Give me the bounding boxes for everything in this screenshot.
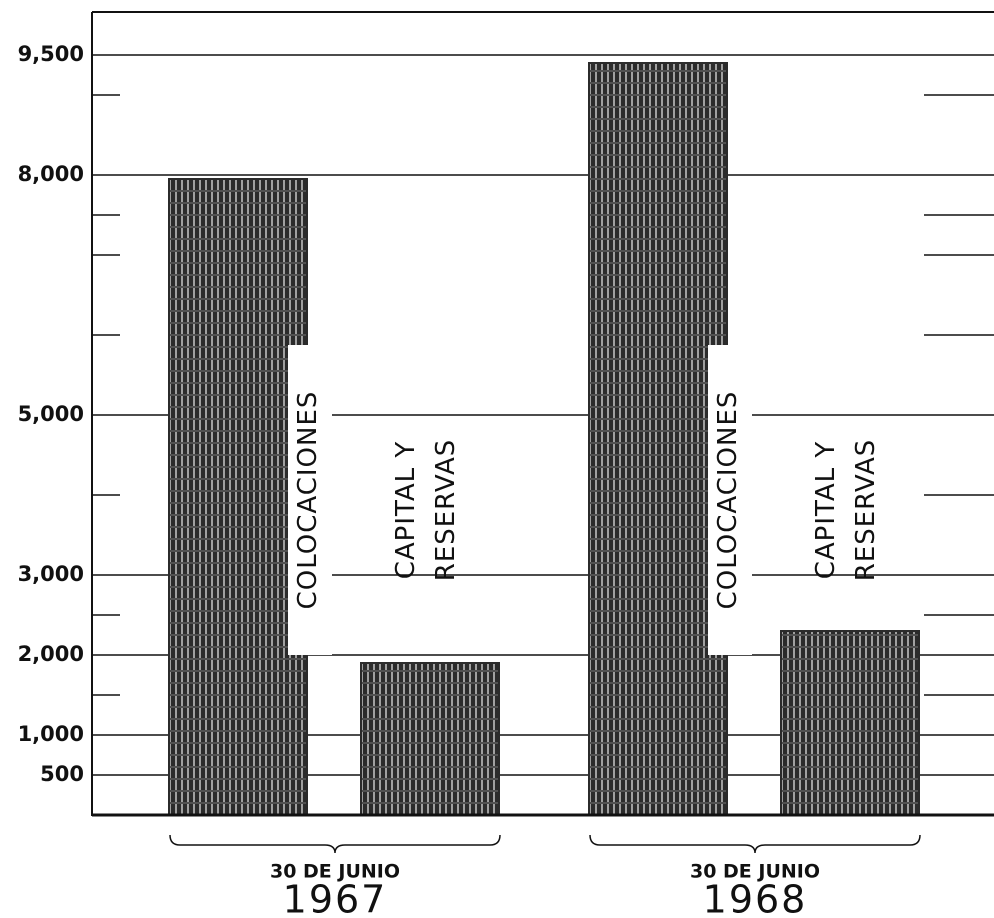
y-tick-label: 8,000 [18, 162, 84, 186]
y-tick-label: 3,000 [18, 562, 84, 586]
x-tick-label: 1967 [283, 878, 388, 918]
y-tick-label: 1,000 [18, 722, 84, 746]
category-subtitle: 30 DE JUNIO [270, 861, 400, 883]
bar [588, 62, 728, 816]
bar [360, 662, 500, 816]
x-tick-label: 1968 [703, 878, 808, 918]
series-label: COLOCACIONES [288, 345, 332, 655]
series-label: CAPITAL Y RESERVAS [391, 438, 461, 582]
category-subtitle: 30 DE JUNIO [690, 861, 820, 883]
bar [168, 178, 308, 816]
series-label: CAPITAL Y RESERVAS [811, 438, 881, 582]
y-tick-label: 500 [40, 762, 84, 786]
brace [169, 834, 501, 854]
brace [589, 834, 921, 854]
y-tick-label: 9,500 [18, 42, 84, 66]
y-tick-label: 2,000 [18, 642, 84, 666]
bar [780, 630, 920, 816]
y-tick-label: 5,000 [18, 402, 84, 426]
series-label: COLOCACIONES [708, 345, 752, 655]
